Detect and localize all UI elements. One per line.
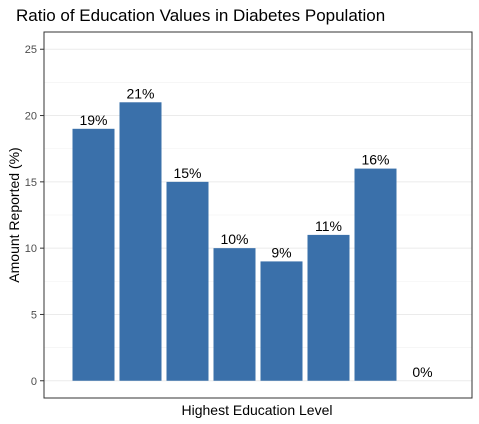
bar [119,102,162,381]
data-labels: 19% 21% 15% 10% 9% 11% 16% 0% [79,85,432,379]
y-tick-label: 10 [25,243,37,255]
bar [354,168,397,381]
bar [213,248,256,381]
bar-data-label: 10% [220,231,248,247]
bar-data-label: 9% [271,244,291,260]
bar [166,181,209,381]
y-tick-label: 5 [31,309,37,321]
bar-data-label: 19% [79,112,107,128]
y-tick-label: 15 [25,177,37,189]
bar [307,234,350,381]
chart-title: Ratio of Education Values in Diabetes Po… [16,6,385,25]
y-axis-title: Amount Reported (%) [6,147,22,282]
y-axis: 0 5 10 15 20 25 [25,44,44,388]
bar-data-label: 21% [126,85,154,101]
bars [72,102,397,381]
bar-data-label: 16% [361,152,389,168]
x-axis-title: Highest Education Level [182,402,333,418]
y-tick-label: 0 [31,376,37,388]
bar-data-label: 11% [315,218,342,234]
y-tick-label: 25 [25,44,37,56]
panel-border [43,31,473,399]
bar [260,261,303,381]
bar-data-label: 0% [412,364,432,380]
grid-lines [44,48,472,382]
bar-data-label: 15% [173,165,201,181]
y-tick-label: 20 [25,111,37,123]
bar [72,128,115,381]
